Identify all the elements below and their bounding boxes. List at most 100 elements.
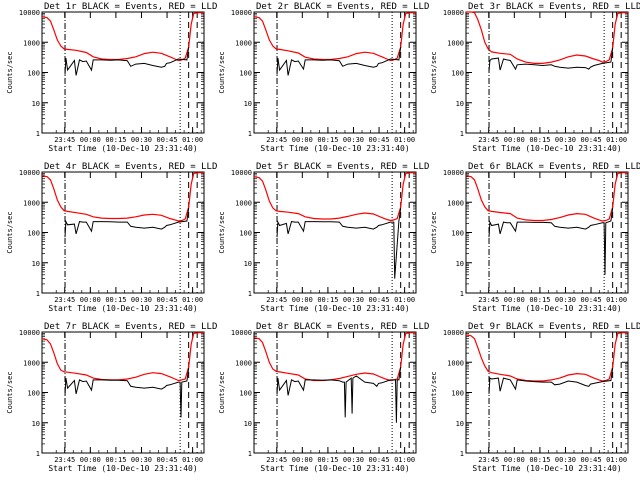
events-series-line bbox=[276, 366, 402, 423]
lld-series-line bbox=[253, 172, 416, 222]
x-tick-label: 23:45 bbox=[478, 296, 499, 304]
x-tick-label: 00:45 bbox=[369, 136, 390, 144]
x-tick-label: 01:00 bbox=[394, 296, 415, 304]
y-tick-label: 10 bbox=[244, 420, 252, 428]
chart-panel-1: Det 1r BLACK = Events, RED = LLD Counts/s… bbox=[6, 2, 217, 153]
y-axis-label: Counts/sec bbox=[218, 51, 226, 93]
x-tick-label: 00:30 bbox=[343, 296, 364, 304]
x-axis-label: Start Time (10-Dec-10 23:31:40) bbox=[260, 464, 409, 473]
chart-title: Det 1r BLACK = Events, RED = LLD bbox=[44, 2, 217, 12]
x-tick-label: 01:00 bbox=[606, 296, 627, 304]
x-tick-label: 00:45 bbox=[369, 456, 390, 464]
y-tick-label: 10000 bbox=[231, 9, 252, 17]
x-axis-label: Start Time (10-Dec-10 23:31:40) bbox=[472, 464, 621, 473]
lld-series-line bbox=[465, 332, 628, 382]
y-tick-label: 1 bbox=[248, 290, 252, 298]
y-axis-label: Counts/sec bbox=[430, 211, 438, 253]
x-tick-label: 23:45 bbox=[54, 136, 75, 144]
lld-series-line bbox=[41, 332, 204, 382]
y-axis-label: Counts/sec bbox=[6, 211, 14, 253]
events-series-line bbox=[488, 367, 614, 394]
events-series-line bbox=[64, 367, 190, 418]
y-tick-label: 10 bbox=[32, 100, 40, 108]
x-axis-label: Start Time (10-Dec-10 23:31:40) bbox=[472, 304, 621, 313]
events-series-line bbox=[276, 207, 402, 279]
chart-panel-9: Det 9r BLACK = Events, RED = LLD Counts/s… bbox=[430, 322, 640, 473]
lld-series-line bbox=[253, 12, 416, 62]
x-axis-label: Start Time (10-Dec-10 23:31:40) bbox=[260, 144, 409, 153]
y-tick-label: 1 bbox=[460, 450, 464, 458]
x-axis-label: Start Time (10-Dec-10 23:31:40) bbox=[48, 304, 197, 313]
y-tick-label: 10000 bbox=[443, 169, 464, 177]
events-series-line bbox=[488, 207, 614, 275]
chart-panel-4: Det 4r BLACK = Events, RED = LLD Counts/s… bbox=[6, 162, 217, 313]
x-tick-label: 01:00 bbox=[182, 136, 203, 144]
x-tick-label: 00:45 bbox=[581, 296, 602, 304]
y-tick-label: 100 bbox=[451, 230, 464, 238]
x-tick-label: 00:30 bbox=[343, 456, 364, 464]
y-axis-label: Counts/sec bbox=[6, 371, 14, 413]
y-tick-label: 1000 bbox=[447, 199, 464, 207]
lld-series-line bbox=[41, 12, 204, 62]
x-tick-label: 00:15 bbox=[529, 136, 550, 144]
lld-series-line bbox=[465, 172, 628, 222]
x-tick-label: 00:00 bbox=[504, 296, 525, 304]
lld-series-line bbox=[466, 11, 628, 65]
chart-panel-5: Det 5r BLACK = Events, RED = LLD Counts/s… bbox=[218, 162, 429, 313]
y-tick-label: 1 bbox=[460, 130, 464, 138]
y-tick-label: 1 bbox=[248, 130, 252, 138]
y-tick-label: 100 bbox=[451, 390, 464, 398]
x-axis-label: Start Time (10-Dec-10 23:31:40) bbox=[48, 464, 197, 473]
x-tick-label: 00:30 bbox=[131, 456, 152, 464]
y-tick-label: 10000 bbox=[231, 169, 252, 177]
x-tick-label: 00:45 bbox=[157, 296, 178, 304]
x-tick-label: 00:00 bbox=[80, 136, 101, 144]
y-tick-label: 100 bbox=[451, 70, 464, 78]
y-tick-label: 1000 bbox=[23, 39, 40, 47]
chart-title: Det 4r BLACK = Events, RED = LLD bbox=[44, 162, 217, 172]
y-tick-label: 10000 bbox=[19, 329, 40, 337]
x-tick-label: 01:00 bbox=[606, 456, 627, 464]
x-tick-label: 01:00 bbox=[394, 136, 415, 144]
x-tick-label: 00:15 bbox=[317, 296, 338, 304]
x-axis-label: Start Time (10-Dec-10 23:31:40) bbox=[260, 304, 409, 313]
x-tick-label: 00:00 bbox=[292, 456, 313, 464]
x-tick-label: 00:45 bbox=[581, 136, 602, 144]
y-tick-label: 10 bbox=[456, 420, 464, 428]
y-tick-label: 100 bbox=[27, 230, 40, 238]
lld-series-line bbox=[253, 332, 416, 382]
chart-title: Det 5r BLACK = Events, RED = LLD bbox=[256, 162, 429, 172]
y-tick-label: 1 bbox=[36, 450, 40, 458]
y-tick-label: 1000 bbox=[23, 199, 40, 207]
chart-panel-2: Det 2r BLACK = Events, RED = LLD Counts/s… bbox=[218, 2, 429, 153]
x-tick-label: 00:45 bbox=[369, 296, 390, 304]
y-tick-label: 1 bbox=[460, 290, 464, 298]
x-tick-label: 00:45 bbox=[157, 136, 178, 144]
x-tick-label: 00:00 bbox=[504, 456, 525, 464]
y-tick-label: 10000 bbox=[231, 329, 252, 337]
x-axis-label: Start Time (10-Dec-10 23:31:40) bbox=[48, 144, 197, 153]
x-tick-label: 00:30 bbox=[131, 136, 152, 144]
y-tick-label: 100 bbox=[239, 70, 252, 78]
y-tick-label: 10 bbox=[456, 260, 464, 268]
y-tick-label: 1000 bbox=[235, 39, 252, 47]
y-tick-label: 1 bbox=[248, 450, 252, 458]
x-tick-label: 00:30 bbox=[555, 456, 576, 464]
y-axis-label: Counts/sec bbox=[6, 51, 14, 93]
x-tick-label: 01:00 bbox=[182, 296, 203, 304]
chart-title: Det 3r BLACK = Events, RED = LLD bbox=[468, 2, 640, 12]
lld-series-line bbox=[41, 172, 204, 222]
x-tick-label: 00:00 bbox=[504, 136, 525, 144]
y-tick-label: 100 bbox=[239, 390, 252, 398]
x-tick-label: 23:45 bbox=[54, 456, 75, 464]
y-axis-label: Counts/sec bbox=[218, 371, 226, 413]
y-tick-label: 100 bbox=[239, 230, 252, 238]
x-tick-label: 00:00 bbox=[292, 136, 313, 144]
events-series-line bbox=[64, 207, 190, 238]
y-tick-label: 100 bbox=[27, 70, 40, 78]
x-tick-label: 23:45 bbox=[266, 136, 287, 144]
events-series-line bbox=[64, 46, 190, 76]
chart-title: Det 8r BLACK = Events, RED = LLD bbox=[256, 322, 429, 332]
x-tick-label: 23:45 bbox=[478, 456, 499, 464]
